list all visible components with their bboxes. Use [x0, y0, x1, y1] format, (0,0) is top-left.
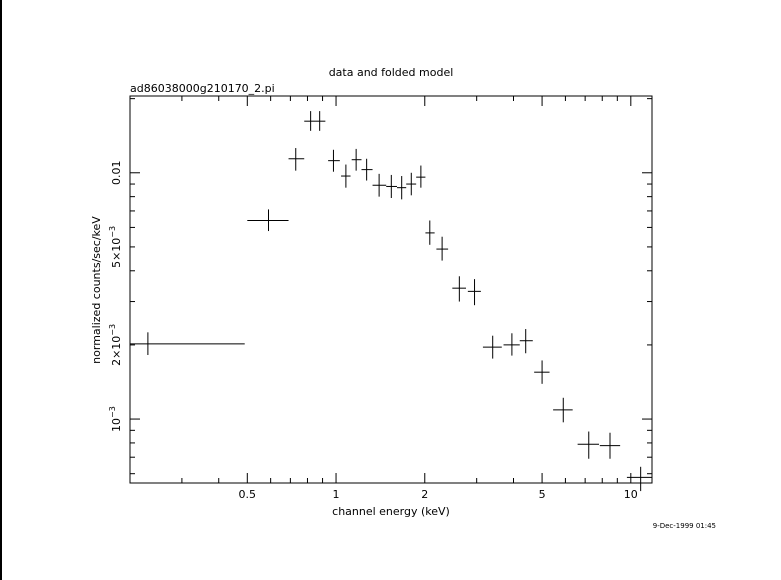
- data-point: [503, 333, 520, 356]
- x-tick-label: 2: [421, 488, 428, 501]
- x-axis-label: channel energy (keV): [332, 505, 450, 518]
- x-axis: 0.5 1 2 5 10: [129, 96, 638, 501]
- data-point: [626, 466, 652, 492]
- data-point: [351, 148, 362, 171]
- data-point: [436, 236, 449, 261]
- x-tick-label: 10: [624, 488, 638, 501]
- data-point: [315, 111, 326, 131]
- y-tick-label-text: 5×10−3: [108, 226, 123, 268]
- y-tick-label-text: 10−3: [108, 406, 123, 432]
- data-point: [130, 332, 245, 356]
- chart-title: data and folded model: [329, 66, 454, 79]
- y-tick-label: 10−3: [108, 406, 123, 432]
- data-point: [397, 176, 407, 200]
- data-point: [406, 172, 417, 196]
- data-point: [341, 164, 351, 188]
- data-point: [482, 335, 502, 359]
- data-point: [247, 209, 289, 232]
- y-tick-label: 5×10−3: [108, 226, 123, 268]
- data-point: [553, 397, 573, 423]
- y-axis: 0.01 5×10−3 2×10−3 10−3: [108, 98, 652, 475]
- plot-timestamp: 9-Dec-1999 01:45: [653, 522, 716, 530]
- y-tick-label: 2×10−3: [108, 324, 123, 366]
- data-point: [599, 432, 621, 459]
- y-tick-label: 0.01: [110, 161, 123, 186]
- data-point: [519, 329, 533, 354]
- data-point: [452, 276, 467, 302]
- data-point: [534, 360, 550, 384]
- x-tick-label: 5: [539, 488, 546, 501]
- window-left-border: [0, 0, 2, 580]
- data-point: [304, 111, 316, 131]
- data-point: [425, 220, 435, 245]
- data-point: [288, 148, 305, 171]
- chart-subtitle: ad86038000g210170_2.pi: [130, 82, 275, 95]
- data-point: [361, 158, 373, 181]
- y-tick-label-text: 0.01: [110, 161, 123, 186]
- data-point: [372, 173, 387, 197]
- data-point: [467, 279, 481, 306]
- data-point: [328, 149, 340, 172]
- data-point: [577, 431, 600, 459]
- plot-frame: [129, 95, 653, 484]
- y-tick-label-text: 2×10−3: [108, 324, 123, 366]
- data-point: [416, 165, 426, 188]
- x-tick-label: 0.5: [239, 488, 257, 501]
- data-point: [386, 174, 398, 198]
- y-axis-label: normalized counts/sec/keV: [90, 216, 103, 364]
- data-points: [130, 111, 652, 492]
- x-tick-label: 1: [333, 488, 340, 501]
